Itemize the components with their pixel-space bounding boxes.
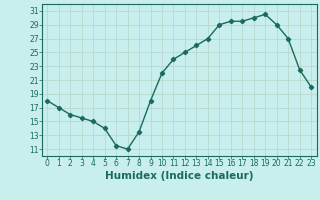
X-axis label: Humidex (Indice chaleur): Humidex (Indice chaleur): [105, 171, 253, 181]
